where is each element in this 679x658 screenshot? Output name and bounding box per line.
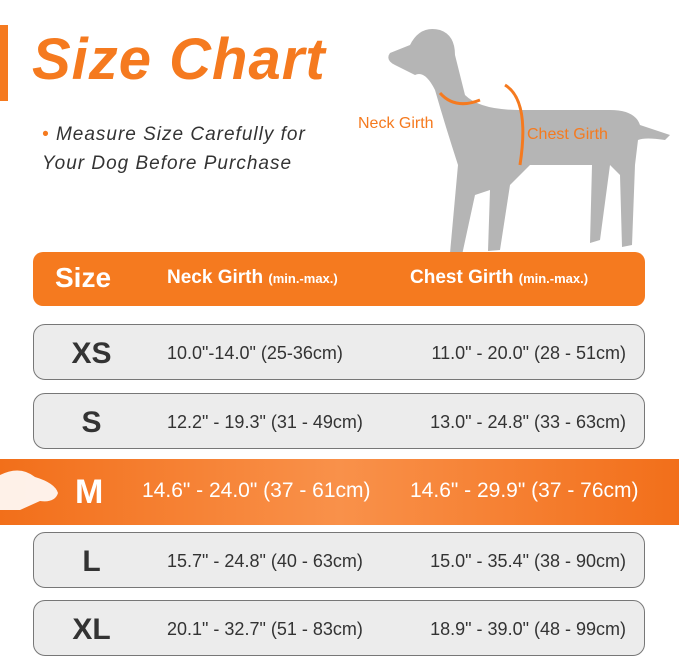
- measure-note: • Measure Size Carefully for Your Dog Be…: [42, 120, 342, 178]
- note-text: Measure Size Carefully for Your Dog Befo…: [42, 124, 306, 174]
- size-cell: L: [82, 545, 101, 578]
- header-chest: Chest Girth (min.-max.): [410, 267, 589, 288]
- table-row: XS 10.0"-14.0" (25-36cm) 11.0" - 20.0" (…: [33, 324, 645, 380]
- header-neck: Neck Girth (min.-max.): [167, 267, 338, 288]
- table-row: S 12.2" - 19.3" (31 - 49cm) 13.0" - 24.8…: [33, 393, 645, 449]
- chest-cell: 13.0" - 24.8" (33 - 63cm): [430, 412, 626, 432]
- table-header: Size Neck Girth (min.-max.) Chest Girth …: [33, 252, 645, 306]
- chest-cell: 18.9" - 39.0" (48 - 99cm): [430, 619, 626, 639]
- dog-diagram-icon: [388, 29, 670, 255]
- chest-cell: 11.0" - 20.0" (28 - 51cm): [431, 343, 626, 363]
- chest-cell: 14.6" - 29.9" (37 - 76cm): [410, 479, 639, 502]
- chest-girth-label: Chest Girth: [527, 126, 608, 143]
- table-row: L 15.7" - 24.8" (40 - 63cm) 15.0" - 35.4…: [33, 532, 645, 588]
- neck-cell: 10.0"-14.0" (25-36cm): [167, 343, 343, 363]
- dog-head-icon: [0, 470, 58, 510]
- neck-cell: 12.2" - 19.3" (31 - 49cm): [167, 412, 363, 432]
- size-cell: XS: [71, 337, 112, 370]
- neck-cell: 14.6" - 24.0" (37 - 61cm): [142, 479, 371, 502]
- page-title: Size Chart: [32, 27, 326, 92]
- table-row: XL 20.1" - 32.7" (51 - 83cm) 18.9" - 39.…: [33, 600, 645, 656]
- chest-cell: 15.0" - 35.4" (38 - 90cm): [430, 551, 626, 571]
- accent-bar: [0, 25, 8, 101]
- neck-cell: 20.1" - 32.7" (51 - 83cm): [167, 619, 363, 639]
- neck-girth-label: Neck Girth: [358, 115, 434, 132]
- bullet: •: [42, 124, 50, 145]
- size-cell: M: [75, 473, 104, 511]
- size-cell: S: [81, 406, 102, 439]
- table-row-highlighted: M 14.6" - 24.0" (37 - 61cm) 14.6" - 29.9…: [0, 459, 679, 525]
- header-size: Size: [55, 262, 112, 293]
- size-cell: XL: [72, 613, 111, 646]
- neck-cell: 15.7" - 24.8" (40 - 63cm): [167, 551, 363, 571]
